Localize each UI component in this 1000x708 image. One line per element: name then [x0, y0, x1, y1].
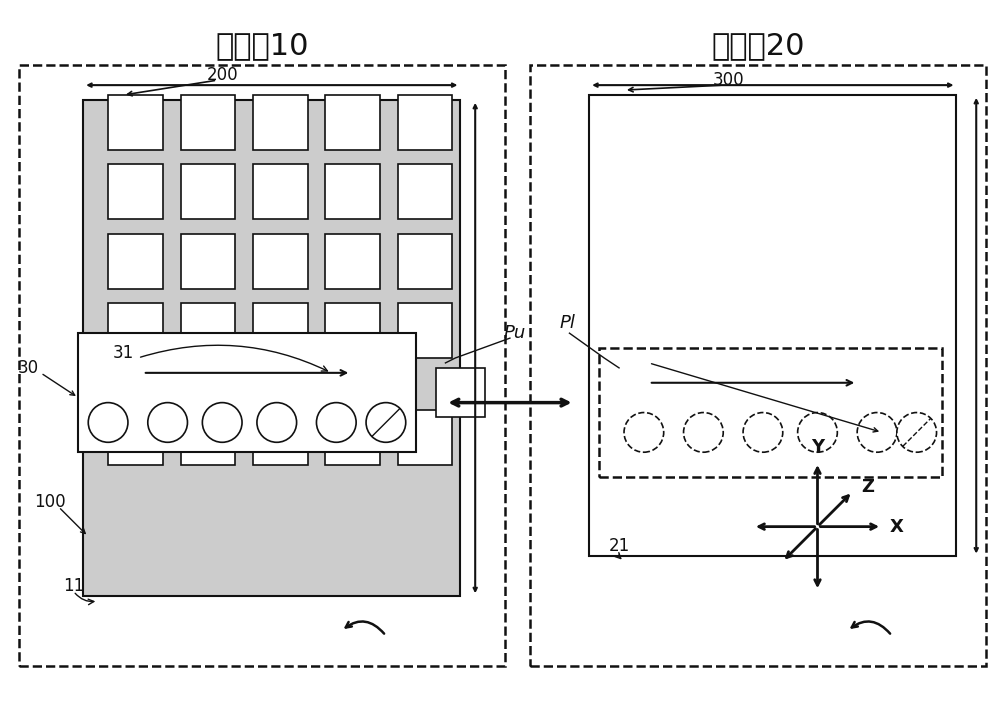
- Text: Y: Y: [811, 438, 824, 456]
- Text: 11: 11: [63, 577, 85, 595]
- Text: Pu: Pu: [504, 324, 526, 342]
- Bar: [325, 234, 380, 289]
- Circle shape: [684, 413, 723, 452]
- Circle shape: [316, 403, 356, 442]
- Text: Pl: Pl: [560, 314, 575, 332]
- Bar: [253, 95, 308, 149]
- Bar: [253, 164, 308, 219]
- Bar: [108, 95, 163, 149]
- Text: Z: Z: [861, 478, 874, 496]
- Circle shape: [202, 403, 242, 442]
- Text: 300: 300: [712, 72, 744, 89]
- Circle shape: [743, 413, 783, 452]
- Bar: [325, 164, 380, 219]
- Bar: [181, 164, 235, 219]
- Bar: [108, 304, 163, 358]
- Bar: [325, 95, 380, 149]
- Circle shape: [624, 413, 664, 452]
- Bar: [325, 410, 380, 464]
- Text: 100: 100: [34, 493, 65, 511]
- Bar: [253, 304, 308, 358]
- Circle shape: [88, 403, 128, 442]
- Text: 31: 31: [113, 344, 134, 362]
- Bar: [19, 65, 505, 666]
- Circle shape: [257, 403, 297, 442]
- Bar: [530, 65, 986, 666]
- Bar: [398, 304, 452, 358]
- Bar: [398, 164, 452, 219]
- Bar: [325, 304, 380, 358]
- Bar: [108, 234, 163, 289]
- Text: 拾取部10: 拾取部10: [215, 31, 309, 60]
- Text: 200: 200: [206, 67, 238, 84]
- Text: 21: 21: [609, 537, 630, 556]
- Bar: [181, 304, 235, 358]
- Bar: [599, 348, 942, 477]
- Bar: [181, 410, 235, 464]
- Circle shape: [148, 403, 187, 442]
- Circle shape: [857, 413, 897, 452]
- Bar: [589, 95, 956, 556]
- Circle shape: [897, 413, 937, 452]
- Bar: [398, 234, 452, 289]
- Bar: [181, 234, 235, 289]
- Bar: [108, 164, 163, 219]
- Text: 30: 30: [18, 359, 39, 377]
- Circle shape: [366, 403, 406, 442]
- Bar: [253, 234, 308, 289]
- Bar: [78, 333, 416, 452]
- Bar: [83, 100, 460, 596]
- Circle shape: [798, 413, 837, 452]
- Bar: [108, 410, 163, 464]
- Text: X: X: [890, 518, 904, 536]
- Bar: [398, 410, 452, 464]
- Bar: [436, 368, 485, 418]
- Bar: [253, 410, 308, 464]
- Bar: [181, 95, 235, 149]
- Bar: [398, 95, 452, 149]
- Text: 推压部20: 推压部20: [711, 31, 805, 60]
